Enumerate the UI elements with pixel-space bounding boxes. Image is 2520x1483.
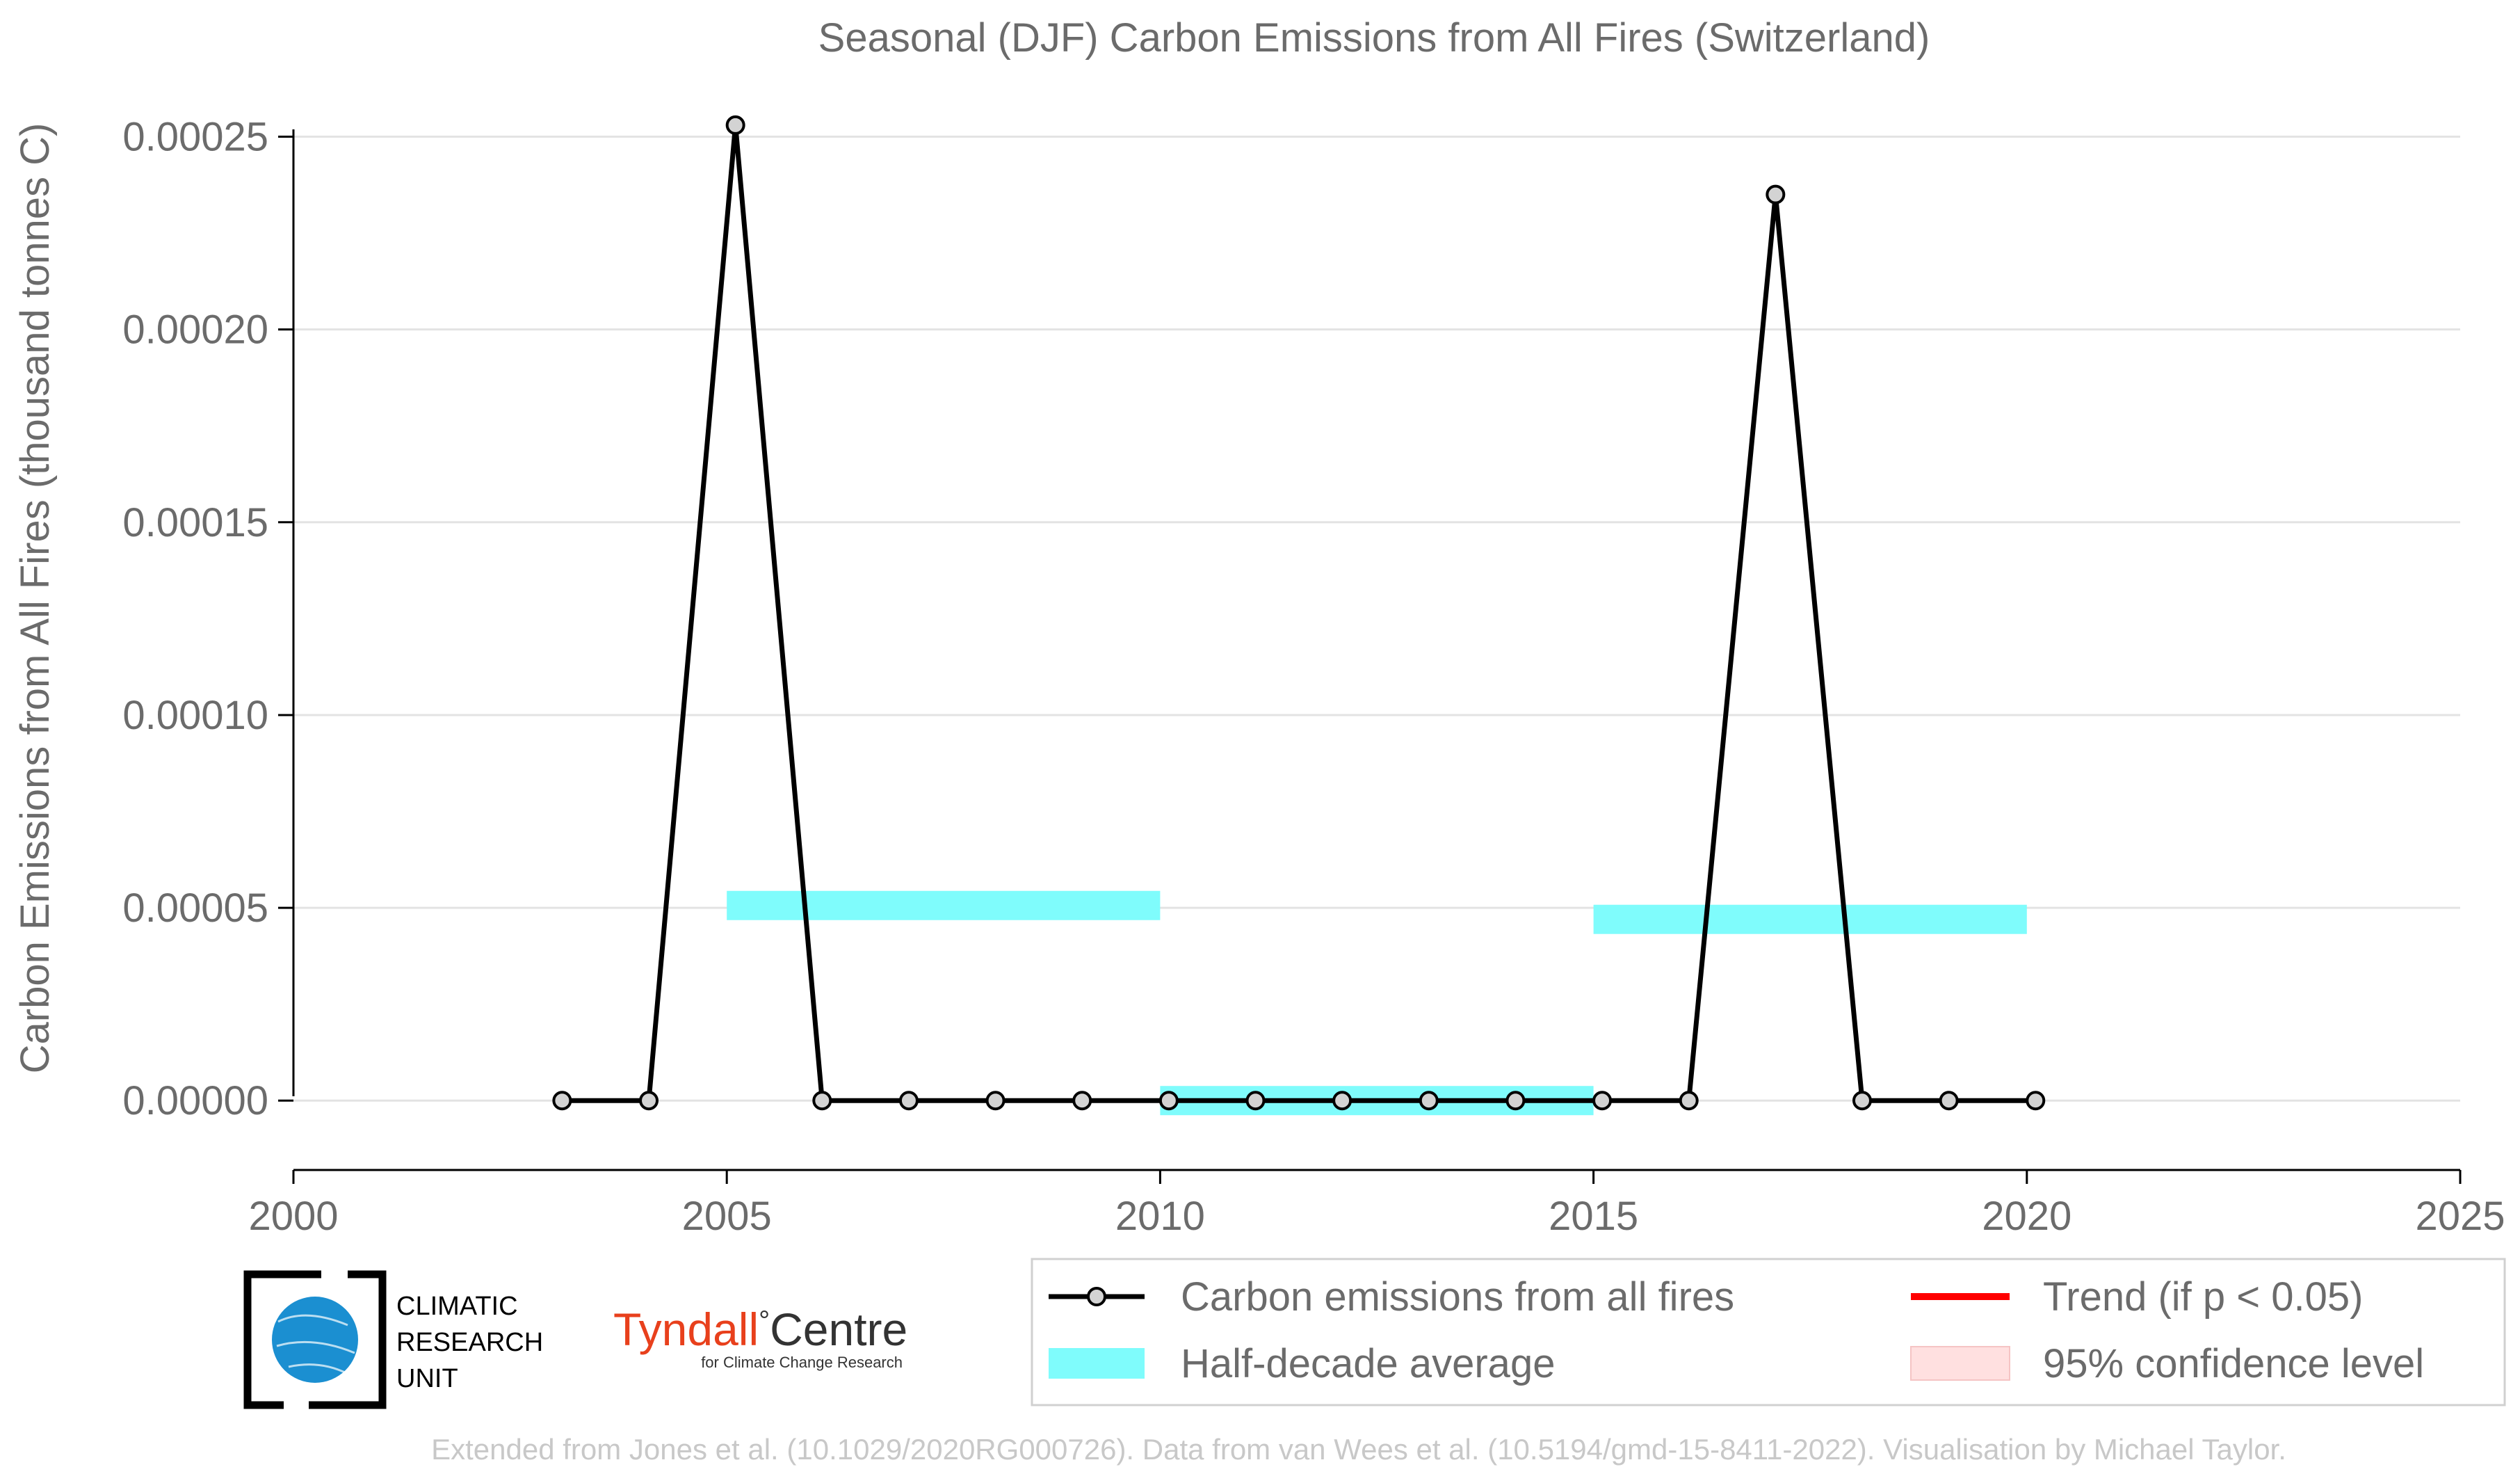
- legend-half-decade-swatch: [1049, 1348, 1145, 1379]
- tyndall-centre: Centre: [770, 1304, 907, 1355]
- tyndall-wordmark: Tyndall°Centre: [613, 1304, 907, 1355]
- cru-logo: CLIMATIC RESEARCH UNIT: [243, 1270, 543, 1409]
- globe-icon: [272, 1297, 358, 1383]
- x-tick-label: 2015: [1549, 1194, 1638, 1239]
- x-tick-label: 2000: [248, 1194, 338, 1239]
- cru-line-3: UNIT: [396, 1364, 458, 1393]
- cru-line-1: CLIMATIC: [396, 1292, 518, 1321]
- cru-logo-frame: [243, 1270, 321, 1409]
- data-point: [1592, 1091, 1613, 1111]
- data-point: [1505, 1091, 1526, 1111]
- legend-emissions-label: Carbon emissions from all fires: [1181, 1274, 1734, 1320]
- half-decade-bands: [727, 890, 2027, 1116]
- data-point: [1245, 1091, 1266, 1111]
- data-point: [1332, 1091, 1352, 1111]
- y-tick-label: 0.00010: [122, 693, 268, 738]
- y-tick-labels: 0.00000 0.00005 0.00010 0.00015 0.00020 0.000…: [122, 115, 293, 1123]
- tyndall-degree: °: [759, 1306, 770, 1336]
- data-point: [2026, 1091, 2046, 1111]
- x-tick-label: 2005: [682, 1194, 772, 1239]
- tyndall-subtitle: for Climate Change Research: [701, 1354, 903, 1371]
- legend-confidence-swatch: [1910, 1346, 2010, 1381]
- data-point: [639, 1091, 659, 1111]
- data-point: [1419, 1091, 1439, 1111]
- y-axis-label: Carbon Emissions from All Fires (thousan…: [13, 123, 58, 1074]
- tyndall-logo: Tyndall°Centre for Climate Change Resear…: [613, 1304, 907, 1371]
- x-tick-labels: 2000 2005 2010 2015 2020 2025: [248, 1170, 2505, 1239]
- legend-item-trend: Trend (if p < 0.05): [1911, 1274, 2363, 1320]
- cru-line-2: RESEARCH: [396, 1328, 543, 1357]
- x-tick-label: 2010: [1115, 1194, 1205, 1239]
- data-point: [1766, 184, 1786, 205]
- half-decade-band: [727, 890, 1161, 920]
- data-point: [1852, 1091, 1872, 1111]
- tyndall-word: Tyndall: [613, 1304, 759, 1355]
- y-tick-label: 0.00025: [122, 115, 268, 160]
- data-point: [1072, 1091, 1092, 1111]
- grid-lines: [293, 136, 2460, 1102]
- y-tick-label: 0.00000: [122, 1078, 268, 1123]
- axes: [292, 129, 2460, 1171]
- data-point: [552, 1091, 572, 1111]
- chart-title: Seasonal (DJF) Carbon Emissions from All…: [818, 15, 1930, 61]
- legend-emissions-marker: [1087, 1287, 1106, 1306]
- x-tick-label: 2025: [2415, 1194, 2505, 1239]
- data-point: [985, 1091, 1005, 1111]
- data-point: [1158, 1091, 1179, 1111]
- half-decade-band: [1593, 904, 2027, 934]
- emissions-line: [562, 122, 2036, 1103]
- legend-half-decade-label: Half-decade average: [1181, 1341, 1555, 1386]
- credit-line: Extended from Jones et al. (10.1029/2020…: [431, 1433, 2286, 1466]
- cru-logo-frame-right: [309, 1270, 387, 1409]
- data-point: [1679, 1091, 1699, 1111]
- legend-trend-label: Trend (if p < 0.05): [2043, 1274, 2363, 1320]
- y-tick-label: 0.00005: [122, 885, 268, 931]
- x-tick-label: 2020: [1982, 1194, 2071, 1239]
- legend-item-half-decade: Half-decade average: [1049, 1341, 1555, 1386]
- legend-item-emissions: Carbon emissions from all fires: [1049, 1274, 1734, 1320]
- y-tick-label: 0.00015: [122, 500, 268, 545]
- data-point: [725, 115, 745, 135]
- legend-frame: [1031, 1258, 2506, 1406]
- data-point: [1939, 1091, 1959, 1111]
- legend-item-confidence: 95% confidence level: [1910, 1341, 2424, 1386]
- emission-series: [552, 115, 2046, 1111]
- globe-swirl-icon: [276, 1314, 355, 1375]
- legend-confidence-label: 95% confidence level: [2043, 1341, 2424, 1386]
- y-tick-label: 0.00020: [122, 307, 268, 353]
- data-point: [812, 1091, 832, 1111]
- legend: Carbon emissions from all fires Half-dec…: [1031, 1258, 2506, 1406]
- data-point: [898, 1091, 919, 1111]
